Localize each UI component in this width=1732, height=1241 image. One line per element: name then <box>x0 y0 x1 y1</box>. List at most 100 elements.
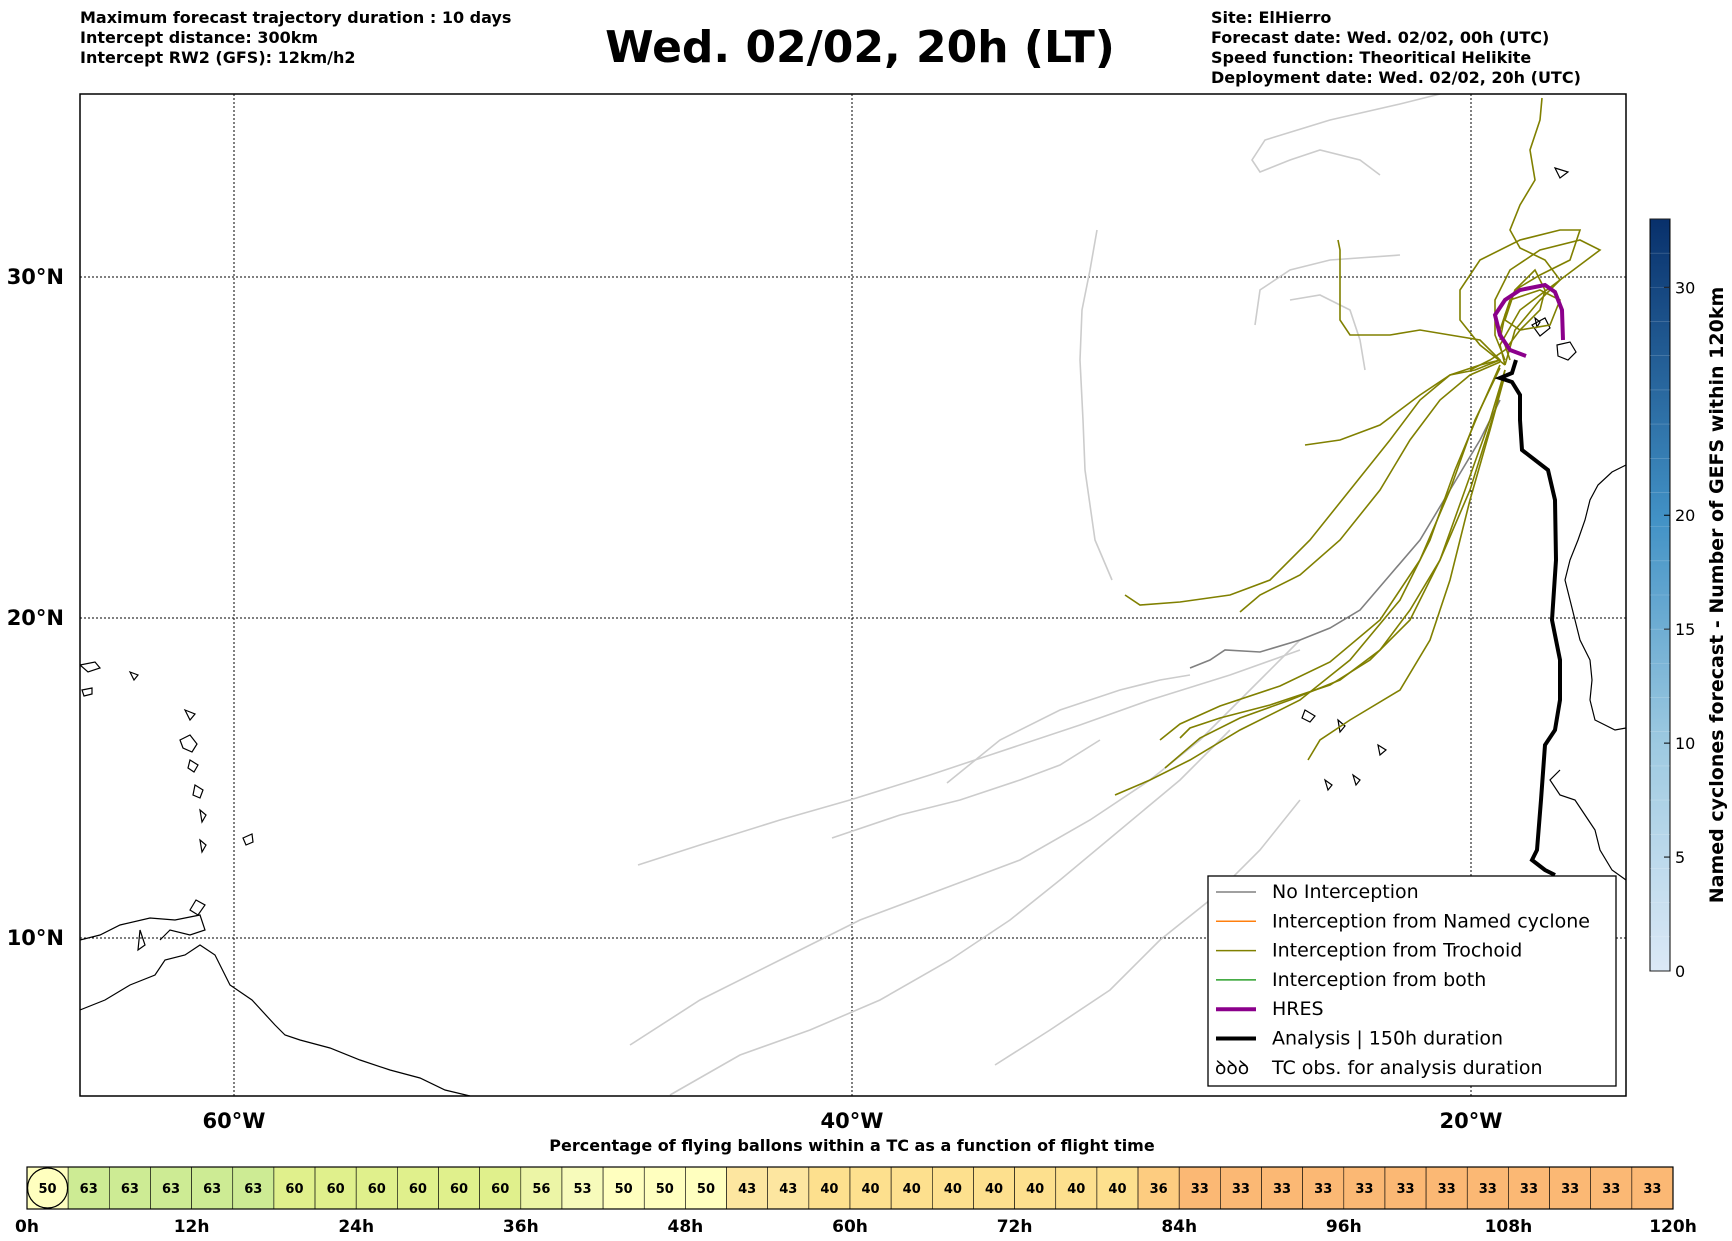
analysis-trajectory <box>1494 359 1562 877</box>
percent-cell <box>1220 1166 1262 1210</box>
legend-label: Analysis | 150h duration <box>1272 1028 1503 1050</box>
colorbar-tick-label: 5 <box>1675 848 1685 867</box>
site-info: Site: ElHierro Forecast date: Wed. 02/02… <box>1211 8 1581 88</box>
percent-cell-value: 40 <box>903 1182 921 1197</box>
forecast-date-text: Forecast date: Wed. 02/02, 00h (UTC) <box>1211 28 1550 47</box>
percent-cell-value: 50 <box>615 1182 633 1197</box>
percent-cell <box>109 1166 151 1210</box>
percent-cell <box>150 1166 192 1210</box>
lat-labels: 30°N 20°N 10°N <box>7 265 64 950</box>
lat-label: 30°N <box>7 265 64 289</box>
ensemble-trajectories-light <box>629 94 1441 1096</box>
percent-cell-value: 60 <box>491 1182 509 1197</box>
percent-cell <box>643 1166 686 1210</box>
colorbar: 0 5 10 15 20 30 Named cyclones forecast - Num… <box>1649 218 1728 981</box>
percent-cell-value: 40 <box>820 1182 838 1197</box>
percent-cell <box>1137 1166 1180 1210</box>
percent-cell-value: 33 <box>1191 1182 1209 1197</box>
legend-label: No Interception <box>1272 881 1419 903</box>
time-label: 84h <box>1161 1217 1197 1237</box>
percent-cell-value: 60 <box>327 1182 345 1197</box>
percent-cell-value: 43 <box>779 1182 797 1197</box>
percent-cell <box>438 1166 480 1210</box>
percent-cell <box>1014 1166 1057 1210</box>
legend: No Interception Interception from Named c… <box>1207 875 1617 1087</box>
legend-label: Interception from Trochoid <box>1272 940 1522 962</box>
percent-bar-frame <box>26 1166 1674 1210</box>
percent-cell-value: 50 <box>697 1182 715 1197</box>
percent-cell-value: 63 <box>244 1182 262 1197</box>
tc-obs-symbol: ꝺꝺꝺ <box>1215 1057 1249 1079</box>
percent-cell-value: 53 <box>573 1182 591 1197</box>
percent-cell-value: 33 <box>1602 1182 1620 1197</box>
lon-label: 20°W <box>1440 1109 1503 1133</box>
percent-cell <box>1631 1166 1674 1210</box>
site-text: Site: ElHierro <box>1211 8 1332 27</box>
map-panel: No Interception Interception from Named c… <box>80 94 1626 1096</box>
percent-cell-value: 40 <box>1108 1182 1126 1197</box>
percent-cell-value: 40 <box>1067 1182 1085 1197</box>
percent-cell <box>808 1166 851 1210</box>
percent-cell-value: 33 <box>1314 1182 1332 1197</box>
percent-cell <box>1343 1166 1386 1210</box>
time-label: 120h <box>1649 1217 1697 1237</box>
legend-label: HRES <box>1272 998 1324 1020</box>
legend-label: Interception from Named cyclone <box>1272 910 1590 932</box>
lat-label: 10°N <box>7 926 64 950</box>
percent-cell <box>890 1166 933 1210</box>
percent-cell-value: 63 <box>121 1182 139 1197</box>
percent-cell <box>726 1166 768 1210</box>
speed-function-text: Speed function: Theoritical Helikite <box>1211 48 1532 67</box>
percent-cell <box>561 1166 604 1210</box>
percent-cell <box>1096 1166 1139 1210</box>
percent-cell <box>1590 1166 1633 1210</box>
percent-cell-value: 33 <box>1232 1182 1250 1197</box>
time-label: 0h <box>15 1217 39 1237</box>
colorbar-tick-label: 0 <box>1675 962 1685 981</box>
coastlines <box>80 167 1626 1096</box>
trochoid-trajectories <box>1114 97 1602 796</box>
time-label: 72h <box>997 1217 1033 1237</box>
percent-cell-value: 50 <box>39 1182 57 1197</box>
percent-cell-value: 40 <box>1026 1182 1044 1197</box>
forecast-parameters: Maximum forecast trajectory duration : 1… <box>80 8 511 68</box>
page-title: Wed. 02/02, 20h (LT) <box>605 22 1115 73</box>
percent-cell-value: 33 <box>1520 1182 1538 1197</box>
legend-label: Interception from both <box>1272 969 1486 991</box>
percent-cell-value: 33 <box>1643 1182 1661 1197</box>
percent-cell-value: 40 <box>944 1182 962 1197</box>
map-frame <box>79 93 1627 1097</box>
percent-cell-value: 33 <box>1561 1182 1579 1197</box>
percent-cell-value: 33 <box>1479 1182 1497 1197</box>
time-label: 48h <box>668 1217 704 1237</box>
percent-cell <box>1466 1166 1509 1210</box>
percent-cell-value: 63 <box>203 1182 221 1197</box>
percent-cell-value: 43 <box>738 1182 756 1197</box>
percent-cell <box>931 1166 974 1210</box>
colorbar-label: Named cyclones forecast - Number of GEFS… <box>1706 287 1728 904</box>
percent-cell-value: 33 <box>1438 1182 1456 1197</box>
colorbar-ticks: 0 5 10 15 20 30 <box>1650 218 1695 981</box>
max-duration-text: Maximum forecast trajectory duration : 1… <box>80 8 512 27</box>
percent-bar-time-labels: 0h 12h 24h 36h 48h 60h 72h 84h 96h 108h 120h <box>15 1217 1697 1237</box>
lon-labels: 60°W 40°W 20°W <box>203 1109 1503 1133</box>
percent-cell-value: 56 <box>532 1182 550 1197</box>
time-label: 96h <box>1326 1217 1362 1237</box>
lat-label: 20°N <box>7 606 64 630</box>
percent-cell-value: 63 <box>80 1182 98 1197</box>
percent-cell-value: 33 <box>1273 1182 1291 1197</box>
percent-cell-value: 60 <box>368 1182 386 1197</box>
colorbar-tick-label: 30 <box>1675 278 1695 297</box>
percent-cell-value: 60 <box>285 1182 303 1197</box>
colorbar-gradient <box>1649 218 1671 972</box>
time-label: 108h <box>1485 1217 1533 1237</box>
percent-cell-value: 50 <box>656 1182 674 1197</box>
lon-label: 40°W <box>821 1109 884 1133</box>
intercept-rw2-text: Intercept RW2 (GFS): 12km/h2 <box>80 48 356 67</box>
time-label: 36h <box>503 1217 539 1237</box>
percent-bar-title: Percentage of flying ballons within a TC… <box>549 1136 1155 1155</box>
percent-bar: 50 63 63 63 63 63 60 60 60 60 60 60 56 53 50 50 50 43 43 40… <box>26 1166 1674 1210</box>
no-interception-trajectory <box>1189 399 1501 669</box>
percent-cell-value: 60 <box>450 1182 468 1197</box>
